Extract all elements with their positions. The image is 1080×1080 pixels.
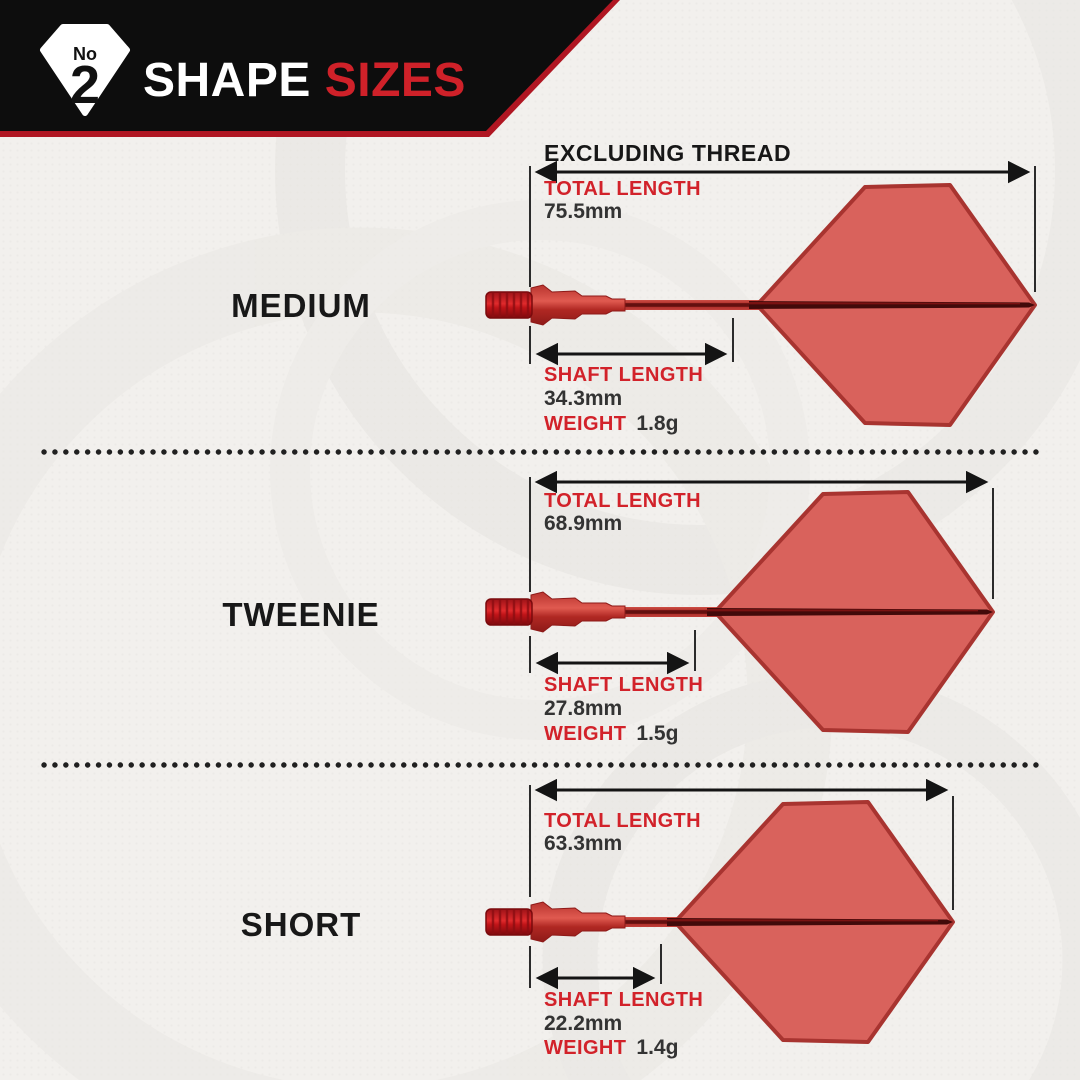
total-length-label: TOTAL LENGTH <box>544 810 702 832</box>
weight-label: WEIGHT <box>544 723 627 745</box>
weight-value: 1.5g <box>636 722 679 745</box>
weight-row: WEIGHT 1.5g <box>544 722 678 746</box>
note-excluding-thread: EXCLUDING THREAD <box>544 140 792 166</box>
badge-no-text: No <box>73 44 97 64</box>
total-length-value: 75.5mm <box>544 200 623 223</box>
shaft-length-value: 22.2mm <box>544 1012 623 1035</box>
measure-tweenie <box>529 470 994 675</box>
total-length-label: TOTAL LENGTH <box>544 178 702 200</box>
weight-value: 1.4g <box>636 1036 679 1059</box>
shaft-length-label: SHAFT LENGTH <box>544 989 704 1011</box>
dart-graphic-medium <box>485 183 1037 427</box>
badge-number-text: 2 <box>70 55 100 115</box>
dart-graphic-short <box>485 800 955 1044</box>
shaft-length-value: 27.8mm <box>544 697 623 720</box>
title-sizes: SIZES <box>324 54 466 107</box>
page-title: SHAPE SIZES <box>143 53 466 108</box>
total-length-value: 68.9mm <box>544 512 623 535</box>
weight-label: WEIGHT <box>544 413 627 435</box>
section-name-medium: MEDIUM <box>231 287 371 324</box>
measure-short <box>529 778 954 990</box>
weight-value: 1.8g <box>636 412 679 435</box>
weight-row: WEIGHT 1.4g <box>544 1036 678 1060</box>
dart-graphic-tweenie <box>485 490 995 734</box>
section-separators <box>41 449 1049 768</box>
total-length-label: TOTAL LENGTH <box>544 490 702 512</box>
title-shape: SHAPE <box>143 54 311 107</box>
shaft-length-label: SHAFT LENGTH <box>544 674 704 696</box>
weight-label: WEIGHT <box>544 1037 627 1059</box>
shaft-length-label: SHAFT LENGTH <box>544 364 704 386</box>
section-name-tweenie: TWEENIE <box>222 596 380 633</box>
weight-row: WEIGHT 1.8g <box>544 412 678 436</box>
header-banner: No 2 <box>0 0 620 137</box>
total-length-value: 63.3mm <box>544 832 623 855</box>
section-name-short: SHORT <box>240 906 362 943</box>
measure-medium <box>529 160 1036 366</box>
shaft-length-value: 34.3mm <box>544 387 623 410</box>
flight-badge-icon: No 2 <box>40 24 130 116</box>
